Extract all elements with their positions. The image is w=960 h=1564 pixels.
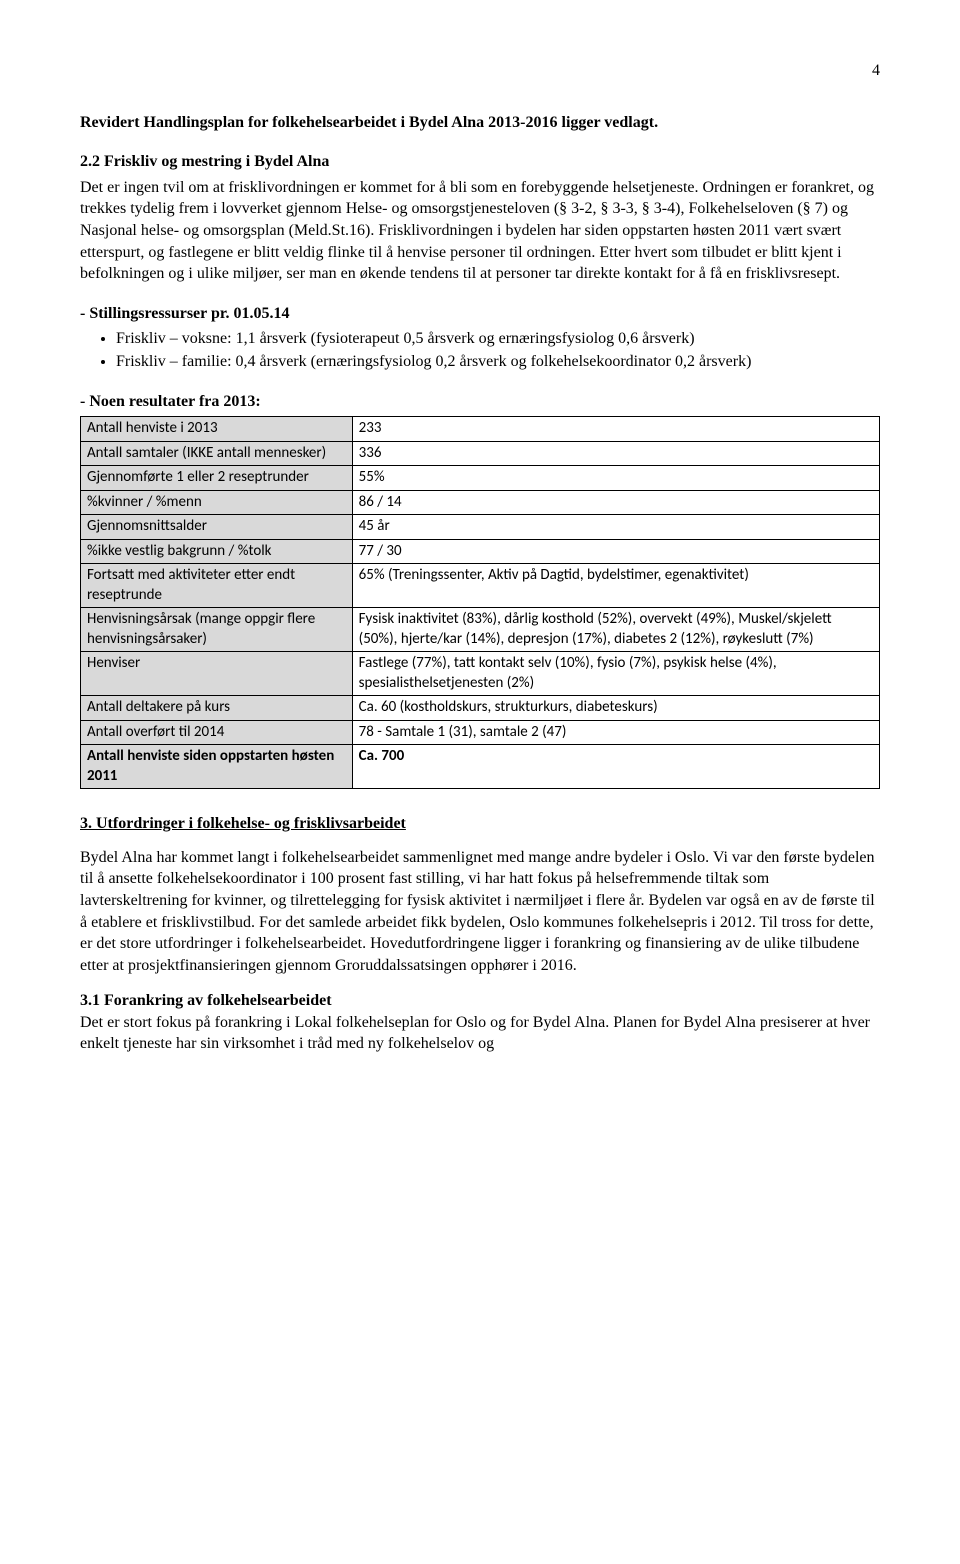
table-label-cell: Antall henviste i 2013 bbox=[81, 417, 353, 442]
table-value-cell: 233 bbox=[352, 417, 879, 442]
table-row: Antall henviste i 2013233 bbox=[81, 417, 880, 442]
table-row: Gjennomførte 1 eller 2 reseptrunder55% bbox=[81, 466, 880, 491]
heading-3: 3. Utfordringer i folkehelse- og friskli… bbox=[80, 813, 880, 835]
table-row: Antall overført til 201478 - Samtale 1 (… bbox=[81, 720, 880, 745]
table-row: HenviserFastlege (77%), tatt kontakt sel… bbox=[81, 652, 880, 696]
table-label-cell: Antall henviste siden oppstarten høsten … bbox=[81, 745, 353, 789]
table-label-cell: Gjennomsnittsalder bbox=[81, 515, 353, 540]
table-row: Antall henviste siden oppstarten høsten … bbox=[81, 745, 880, 789]
table-label-cell: %kvinner / %menn bbox=[81, 490, 353, 515]
table-row: Antall samtaler (IKKE antall mennesker)3… bbox=[81, 441, 880, 466]
table-value-cell: Fysisk inaktivitet (83%), dårlig kosthol… bbox=[352, 608, 879, 652]
table-label-cell: Fortsatt med aktiviteter etter endt rese… bbox=[81, 564, 353, 608]
table-label-cell: Antall deltakere på kurs bbox=[81, 696, 353, 721]
heading-results: - Noen resultater fra 2013: bbox=[80, 391, 880, 413]
body-22: Det er ingen tvil om at frisklivordninge… bbox=[80, 177, 880, 285]
body-3: Bydel Alna har kommet langt i folkehelse… bbox=[80, 847, 880, 977]
table-value-cell: 77 / 30 bbox=[352, 539, 879, 564]
heading-stillings: - Stillingsressurser pr. 01.05.14 bbox=[80, 303, 880, 325]
table-label-cell: Antall overført til 2014 bbox=[81, 720, 353, 745]
table-label-cell: Gjennomførte 1 eller 2 reseptrunder bbox=[81, 466, 353, 491]
table-value-cell: 45 år bbox=[352, 515, 879, 540]
table-label-cell: Henvisningsårsak (mange oppgir flere hen… bbox=[81, 608, 353, 652]
table-label-cell: Antall samtaler (IKKE antall mennesker) bbox=[81, 441, 353, 466]
bullet-item: Friskliv – familie: 0,4 årsverk (ernærin… bbox=[116, 351, 880, 373]
results-table: Antall henviste i 2013233Antall samtaler… bbox=[80, 416, 880, 789]
stillings-bullets: Friskliv – voksne: 1,1 årsverk (fysioter… bbox=[80, 328, 880, 372]
heading-revidert: Revidert Handlingsplan for folkehelsearb… bbox=[80, 112, 880, 134]
table-value-cell: 336 bbox=[352, 441, 879, 466]
table-row: Gjennomsnittsalder45 år bbox=[81, 515, 880, 540]
table-value-cell: 78 - Samtale 1 (31), samtale 2 (47) bbox=[352, 720, 879, 745]
heading-22: 2.2 Friskliv og mestring i Bydel Alna bbox=[80, 151, 880, 173]
table-row: Antall deltakere på kursCa. 60 (kosthold… bbox=[81, 696, 880, 721]
table-row: %kvinner / %menn86 / 14 bbox=[81, 490, 880, 515]
table-row: Henvisningsårsak (mange oppgir flere hen… bbox=[81, 608, 880, 652]
table-label-cell: Henviser bbox=[81, 652, 353, 696]
page-number: 4 bbox=[80, 60, 880, 82]
bullet-item: Friskliv – voksne: 1,1 årsverk (fysioter… bbox=[116, 328, 880, 350]
table-value-cell: 55% bbox=[352, 466, 879, 491]
table-value-cell: Ca. 700 bbox=[352, 745, 879, 789]
table-value-cell: 65% (Treningssenter, Aktiv på Dagtid, by… bbox=[352, 564, 879, 608]
table-row: Fortsatt med aktiviteter etter endt rese… bbox=[81, 564, 880, 608]
table-value-cell: Fastlege (77%), tatt kontakt selv (10%),… bbox=[352, 652, 879, 696]
table-row: %ikke vestlig bakgrunn / %tolk77 / 30 bbox=[81, 539, 880, 564]
body-31: Det er stort fokus på forankring i Lokal… bbox=[80, 1012, 880, 1055]
heading-31: 3.1 Forankring av folkehelsearbeidet bbox=[80, 990, 880, 1012]
table-label-cell: %ikke vestlig bakgrunn / %tolk bbox=[81, 539, 353, 564]
table-value-cell: Ca. 60 (kostholdskurs, strukturkurs, dia… bbox=[352, 696, 879, 721]
table-value-cell: 86 / 14 bbox=[352, 490, 879, 515]
